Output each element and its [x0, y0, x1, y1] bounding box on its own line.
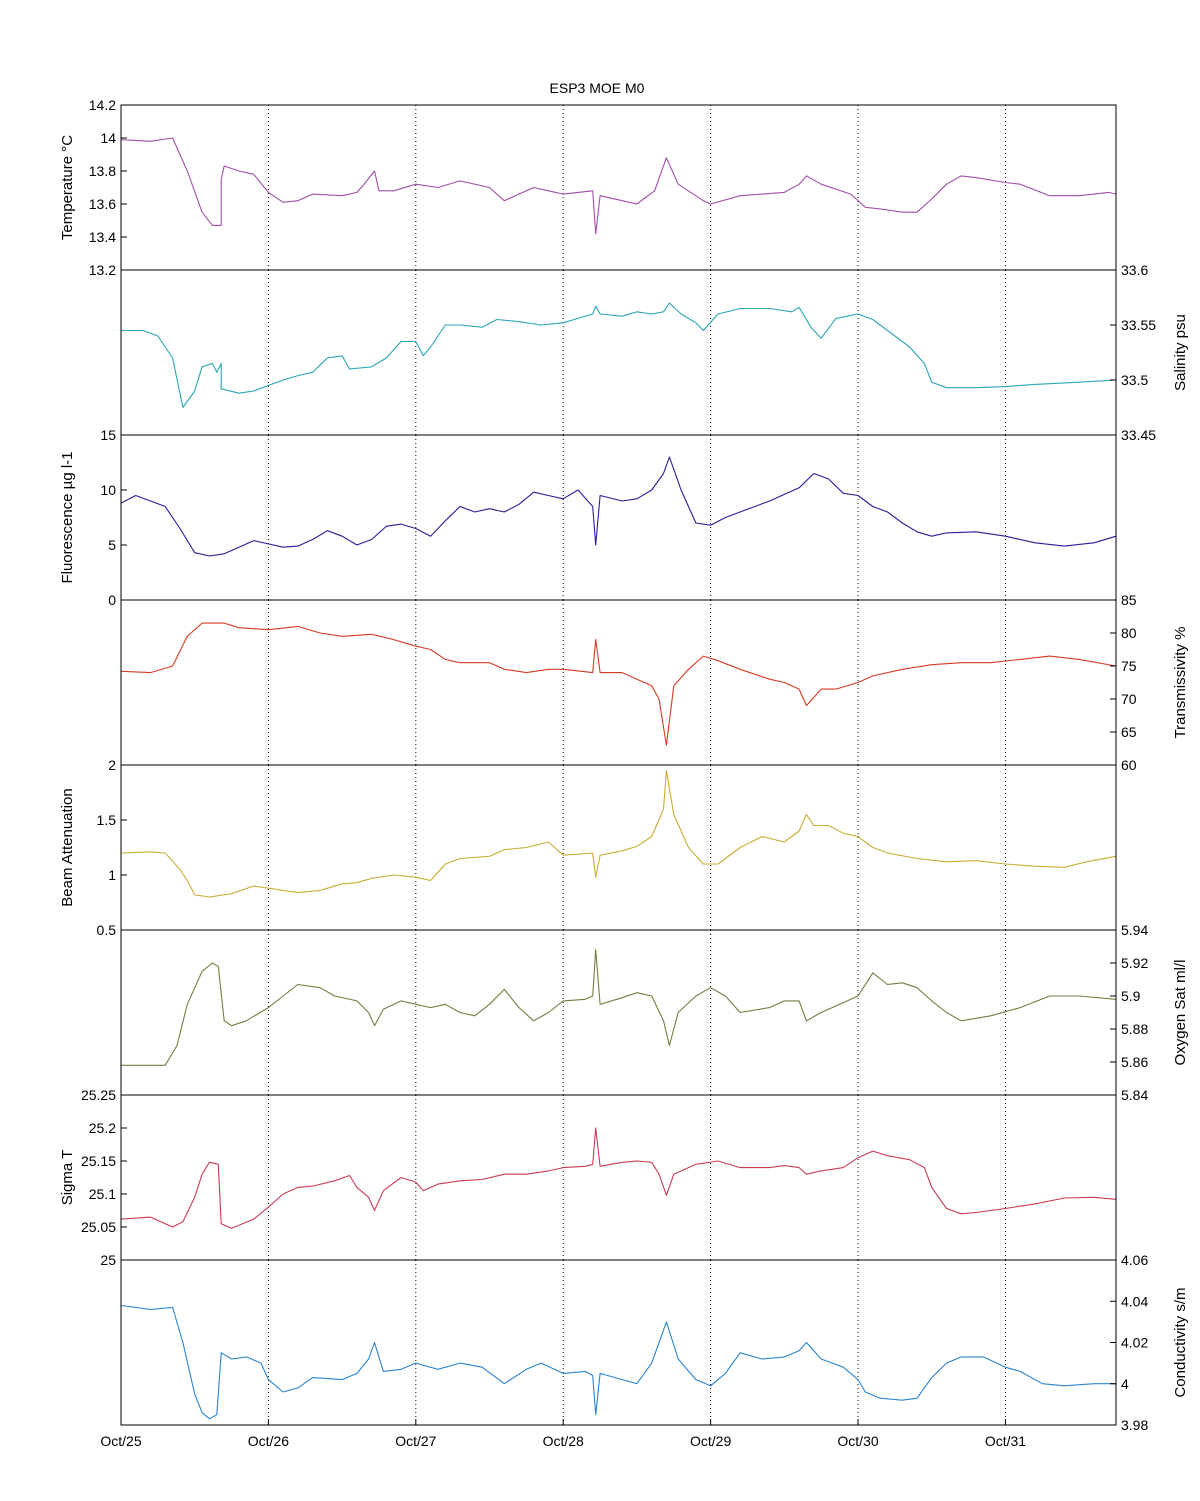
series-line-beam_attenuation: [120, 769, 1117, 898]
y-tick-label-fluorescence-1: 10: [100, 482, 116, 498]
y-tick-label-conductivity-4: 3.98: [1121, 1417, 1148, 1433]
panel-frame-conductivity: [120, 1259, 1117, 1426]
y-tick-label-oxygen_sat-3: 5.88: [1121, 1021, 1148, 1037]
series-line-temperature: [120, 137, 1117, 235]
series-line-sigma_t: [120, 1127, 1117, 1229]
panel-sigma_t: 25.25 25.2 25.15 25.1 25.05 25 Sigma T: [59, 1087, 1117, 1268]
panel-frame-beam_attenuation: [120, 764, 1117, 931]
y-tick-label-sigma_t-2: 25.15: [81, 1153, 116, 1169]
panel-frame-temperature: [120, 104, 1117, 271]
panel-frame-transmissivity: [120, 599, 1117, 766]
y-tick-label-temperature-0: 14.2: [89, 97, 116, 113]
panel-frame-sigma_t: [120, 1094, 1117, 1261]
y-tick-label-transmissivity-1: 80: [1121, 625, 1137, 641]
x-tick-label-4: Oct/29: [690, 1433, 731, 1449]
y-tick-label-oxygen_sat-4: 5.86: [1121, 1054, 1148, 1070]
y-tick-label-conductivity-1: 4.04: [1121, 1293, 1148, 1309]
y-tick-label-sigma_t-1: 25.2: [89, 1120, 116, 1136]
y-tick-label-transmissivity-2: 75: [1121, 658, 1137, 674]
y-axis-label-beam_attenuation: Beam Attenuation: [59, 788, 76, 906]
y-tick-label-beam_attenuation-0: 2: [108, 757, 116, 773]
y-tick-label-oxygen_sat-0: 5.94: [1121, 922, 1148, 938]
x-tick-label-0: Oct/25: [100, 1433, 141, 1449]
x-tick-label-5: Oct/30: [837, 1433, 878, 1449]
y-tick-label-conductivity-2: 4.02: [1121, 1335, 1148, 1351]
y-tick-label-beam_attenuation-1: 1.5: [97, 812, 117, 828]
panel-frame-oxygen_sat: [120, 929, 1117, 1096]
y-tick-label-temperature-3: 13.6: [89, 196, 116, 212]
y-tick-label-temperature-4: 13.4: [89, 229, 116, 245]
series-line-fluorescence: [120, 456, 1117, 557]
series-line-salinity: [121, 302, 1117, 409]
y-tick-label-sigma_t-0: 25.25: [81, 1087, 116, 1103]
y-tick-label-oxygen_sat-2: 5.9: [1121, 988, 1141, 1004]
y-tick-label-salinity-2: 33.5: [1121, 372, 1148, 388]
y-tick-label-salinity-1: 33.55: [1121, 317, 1156, 333]
y-tick-label-fluorescence-3: 0: [108, 592, 116, 608]
y-tick-label-oxygen_sat-1: 5.92: [1121, 955, 1148, 971]
y-tick-label-transmissivity-5: 60: [1121, 757, 1137, 773]
y-tick-label-beam_attenuation-2: 1: [108, 867, 116, 883]
panel-oxygen_sat: 5.94 5.92 5.9 5.88 5.86 5.84 Oxygen Sat ml/l: [120, 922, 1189, 1103]
y-axis-label-fluorescence: Fluorescence µg l-1: [59, 451, 76, 583]
y-tick-label-sigma_t-3: 25.1: [89, 1186, 116, 1202]
y-tick-label-conductivity-0: 4.06: [1121, 1252, 1148, 1268]
y-tick-label-temperature-2: 13.8: [89, 163, 116, 179]
y-tick-label-transmissivity-4: 65: [1121, 724, 1137, 740]
panel-frame-fluorescence: [120, 434, 1117, 601]
y-tick-label-sigma_t-4: 25.05: [81, 1219, 116, 1235]
y-axis-label-temperature: Temperature °C: [59, 135, 76, 240]
panel-salinity: 33.6 33.55 33.5 33.45 Salinity psu: [120, 262, 1189, 443]
y-axis-label-conductivity: Conductivity s/m: [1172, 1287, 1189, 1397]
chart-title: ESP3 MOE M0: [550, 80, 645, 96]
x-tick-label-6: Oct/31: [985, 1433, 1026, 1449]
x-tick-label-2: Oct/27: [395, 1433, 436, 1449]
series-line-oxygen_sat: [121, 949, 1117, 1066]
y-tick-label-fluorescence-0: 15: [100, 427, 116, 443]
y-tick-label-fluorescence-2: 5: [108, 537, 116, 553]
x-axis-tick-labels: Oct/25 Oct/26 Oct/27 Oct/28 Oct/29 Oct/30 Oct/…: [100, 1419, 1026, 1449]
y-tick-label-transmissivity-3: 70: [1121, 691, 1137, 707]
panel-beam_attenuation: 2 1.5 1 0.5 Beam Attenuation: [59, 757, 1117, 938]
x-tick-label-1: Oct/26: [248, 1433, 289, 1449]
y-tick-label-oxygen_sat-5: 5.84: [1121, 1087, 1148, 1103]
panel-temperature: 14.2 14 13.8 13.6 13.4 13.2 Temperature °C: [59, 97, 1117, 278]
panel-conductivity: 4.06 4.04 4.02 4 3.98 Conductivity s/m: [120, 1252, 1189, 1433]
y-tick-label-salinity-0: 33.6: [1121, 262, 1148, 278]
y-tick-label-beam_attenuation-3: 0.5: [97, 922, 117, 938]
panel-fluorescence: 15 10 5 0 Fluorescence µg l-1: [59, 427, 1117, 608]
y-tick-label-temperature-5: 13.2: [89, 262, 116, 278]
panel-frame-salinity: [120, 269, 1117, 436]
y-axis-label-oxygen_sat: Oxygen Sat ml/l: [1172, 960, 1189, 1066]
y-tick-label-transmissivity-0: 85: [1121, 592, 1137, 608]
y-axis-label-transmissivity: Transmissivity %: [1172, 627, 1189, 739]
y-tick-label-salinity-3: 33.45: [1121, 427, 1156, 443]
y-tick-label-sigma_t-5: 25: [100, 1252, 116, 1268]
y-axis-label-sigma_t: Sigma T: [59, 1150, 76, 1206]
panel-transmissivity: 85 80 75 70 65 60 Transmissivity %: [120, 592, 1189, 773]
y-axis-label-salinity: Salinity psu: [1172, 314, 1189, 391]
y-tick-label-conductivity-3: 4: [1121, 1376, 1129, 1392]
series-line-conductivity: [120, 1304, 1116, 1420]
series-line-transmissivity: [120, 622, 1117, 746]
x-tick-label-3: Oct/28: [543, 1433, 584, 1449]
y-tick-label-temperature-1: 14: [100, 130, 116, 146]
